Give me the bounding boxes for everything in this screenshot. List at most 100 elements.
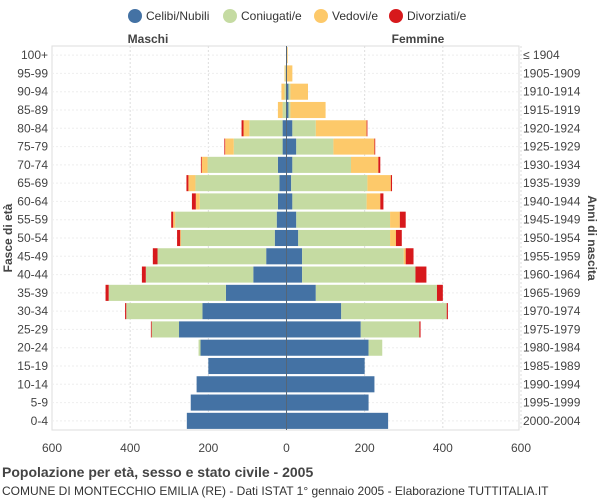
age-group-label: 55-59: [17, 213, 48, 227]
birth-year-label: 1985-1989: [523, 359, 581, 373]
bar-female: [296, 211, 391, 228]
bar-female: [286, 193, 293, 210]
bar-female: [360, 321, 420, 338]
age-group-label: 35-39: [17, 286, 48, 300]
legend-item-coniugati[interactable]: Coniugati/e: [223, 6, 302, 26]
bar-male: [200, 339, 287, 356]
bar-male: [180, 229, 275, 247]
bar-female: [390, 229, 396, 247]
bar-female: [446, 303, 448, 320]
bar-male: [175, 211, 277, 228]
birth-year-label: 1930-1934: [523, 158, 581, 172]
chart-title: Popolazione per età, sesso e stato civil…: [2, 464, 314, 480]
bar-male: [274, 229, 287, 247]
x-tick-label: 600: [42, 441, 62, 455]
bar-male: [266, 248, 287, 265]
bar-male: [157, 248, 267, 265]
bar-male: [141, 266, 146, 283]
birth-year-label: 1970-1974: [523, 304, 581, 318]
bar-male: [233, 138, 283, 155]
bar-male: [277, 156, 287, 173]
bar-male: [282, 120, 287, 137]
bar-male: [177, 229, 181, 247]
age-group-label: 90-94: [17, 85, 48, 99]
bar-male: [284, 83, 287, 100]
population-pyramid-chart: 600 400 200 0 200 400 600 100+ ≤ 1904 95-99 1905-1…: [1, 32, 599, 455]
age-group-label: 95-99: [17, 66, 48, 80]
bar-female: [302, 248, 404, 265]
birth-year-label: 1910-1914: [523, 85, 581, 99]
bar-female: [315, 284, 437, 301]
bar-female: [286, 156, 293, 173]
birth-year-label: 1925-1929: [523, 140, 581, 154]
birth-year-label: 1955-1959: [523, 249, 581, 263]
bar-male: [207, 156, 278, 173]
bar-female: [292, 120, 316, 137]
birth-year-label: 1995-1999: [523, 396, 581, 410]
bar-female: [378, 156, 381, 173]
birth-year-label: 1945-1949: [523, 213, 581, 227]
bar-female: [286, 376, 375, 393]
bar-male: [284, 65, 286, 82]
bar-male: [195, 175, 280, 192]
age-group-label: 10-14: [17, 377, 48, 391]
x-tick-label: 0: [283, 441, 290, 455]
bar-female: [341, 303, 447, 320]
bar-male: [243, 120, 250, 137]
bar-female: [333, 138, 375, 155]
bar-female: [286, 248, 303, 265]
bar-male: [173, 211, 176, 228]
bar-male: [199, 193, 278, 210]
bar-male: [105, 284, 109, 301]
bar-male: [180, 229, 181, 247]
bar-female: [367, 175, 391, 192]
age-group-label: 70-74: [17, 158, 48, 172]
bar-male: [195, 193, 200, 210]
bar-female: [286, 65, 293, 82]
x-tick-label: 600: [511, 441, 531, 455]
age-group-label: 45-49: [17, 249, 48, 263]
bar-female: [415, 266, 427, 283]
bar-female: [286, 83, 289, 100]
birth-year-label: 1980-1984: [523, 341, 581, 355]
legend-item-vedovi[interactable]: Vedovi/e: [314, 6, 378, 26]
age-group-label: 0-4: [31, 414, 49, 428]
bar-male: [151, 321, 180, 338]
bar-female: [366, 193, 381, 210]
age-group-label: 20-24: [17, 341, 48, 355]
birth-year-label: 1950-1954: [523, 231, 581, 245]
birth-year-label: 1940-1944: [523, 194, 581, 208]
bar-female: [350, 156, 379, 173]
birth-year-label: 1990-1994: [523, 377, 581, 391]
bar-female: [286, 229, 299, 247]
bar-female: [286, 175, 292, 192]
bar-female: [298, 229, 391, 247]
bar-male: [152, 248, 158, 265]
age-group-label: 15-19: [17, 359, 48, 373]
bar-female: [296, 138, 334, 155]
bar-male: [208, 357, 287, 375]
x-tick-label: 200: [355, 441, 375, 455]
birth-year-label: 1960-1964: [523, 268, 581, 282]
bar-female: [368, 339, 383, 356]
birth-year-label: 1920-1924: [523, 121, 581, 135]
age-group-label: 50-54: [17, 231, 48, 245]
bar-female: [390, 175, 393, 192]
birth-year-label: 1965-1969: [523, 286, 581, 300]
bar-male: [225, 284, 287, 301]
bar-male: [125, 303, 127, 320]
bar-female: [286, 339, 369, 356]
legend-swatch-icon: [223, 9, 237, 23]
legend-label: Divorziati/e: [407, 9, 467, 23]
bar-female: [286, 138, 297, 155]
legend-label: Coniugati/e: [241, 9, 302, 23]
legend: Celibi/Nubili Coniugati/e Vedovi/e Divor…: [0, 6, 600, 26]
legend-item-celibi[interactable]: Celibi/Nubili: [128, 6, 209, 26]
bar-female: [286, 303, 342, 320]
bar-male: [249, 120, 283, 137]
birth-year-label: 1935-1939: [523, 176, 581, 190]
bar-male: [281, 83, 285, 100]
bar-female: [291, 175, 368, 192]
legend-item-divorziati[interactable]: Divorziati/e: [389, 6, 466, 26]
left-header: Maschi: [128, 32, 169, 46]
